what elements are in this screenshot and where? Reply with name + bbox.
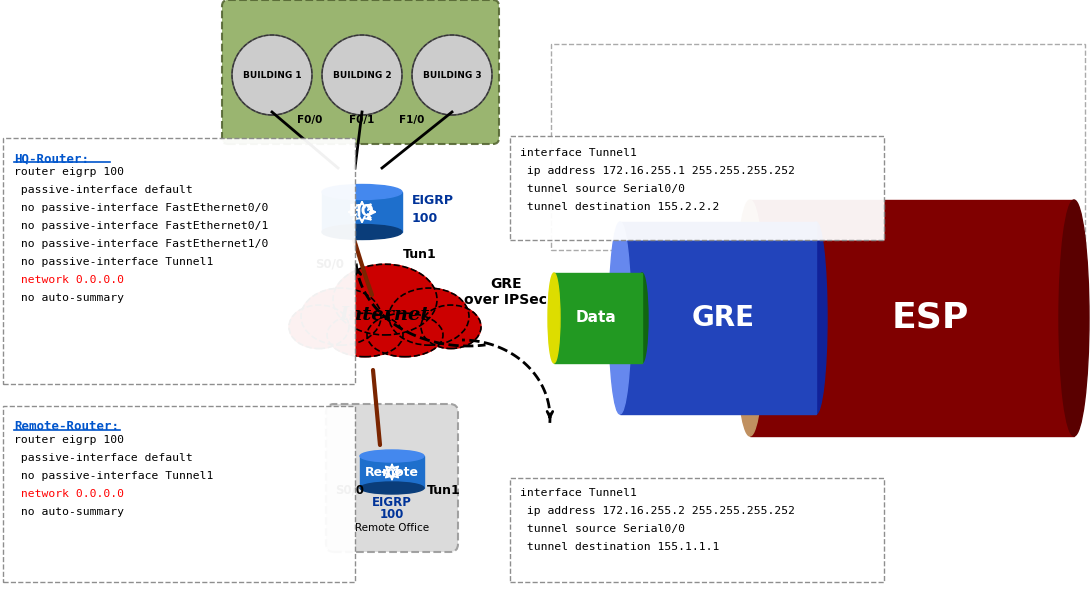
Bar xyxy=(322,192,401,232)
Text: BUILDING 2: BUILDING 2 xyxy=(333,70,392,80)
FancyBboxPatch shape xyxy=(326,404,458,552)
Ellipse shape xyxy=(421,305,481,349)
Bar xyxy=(620,222,816,414)
Text: no passive-interface FastEthernet0/0: no passive-interface FastEthernet0/0 xyxy=(14,203,268,213)
Text: passive-interface default: passive-interface default xyxy=(14,185,193,195)
Ellipse shape xyxy=(1059,200,1089,436)
Text: F0/0: F0/0 xyxy=(298,115,323,125)
Ellipse shape xyxy=(301,288,381,345)
Text: EIGRP: EIGRP xyxy=(372,495,412,508)
Ellipse shape xyxy=(360,450,424,462)
Ellipse shape xyxy=(322,225,401,239)
Text: HQ-Router:: HQ-Router: xyxy=(14,152,89,165)
Text: Remote: Remote xyxy=(365,466,419,479)
Text: router eigrp 100: router eigrp 100 xyxy=(14,435,124,445)
Text: interface Tunnel1: interface Tunnel1 xyxy=(520,488,637,498)
Text: tunnel source Serial0/0: tunnel source Serial0/0 xyxy=(520,524,685,534)
Ellipse shape xyxy=(805,222,827,414)
Ellipse shape xyxy=(389,288,469,345)
Text: router eigrp 100: router eigrp 100 xyxy=(14,167,124,177)
Ellipse shape xyxy=(289,305,349,349)
Text: no passive-interface FastEthernet0/1: no passive-interface FastEthernet0/1 xyxy=(14,221,268,231)
Text: no passive-interface Tunnel1: no passive-interface Tunnel1 xyxy=(14,471,214,481)
Text: ip address 172.16.255.1 255.255.255.252: ip address 172.16.255.1 255.255.255.252 xyxy=(520,166,795,176)
Text: GRE: GRE xyxy=(692,304,755,332)
Text: Tun1: Tun1 xyxy=(427,483,460,496)
Text: network 0.0.0.0: network 0.0.0.0 xyxy=(14,275,124,285)
Ellipse shape xyxy=(609,222,631,414)
Circle shape xyxy=(232,35,312,115)
Text: Remote Office: Remote Office xyxy=(355,523,429,533)
FancyBboxPatch shape xyxy=(509,136,884,240)
Text: EIGRP: EIGRP xyxy=(412,193,454,206)
Text: HQ: HQ xyxy=(349,204,375,219)
Text: tunnel source Serial0/0: tunnel source Serial0/0 xyxy=(520,184,685,194)
Text: Tun1: Tun1 xyxy=(404,248,436,261)
Text: 100: 100 xyxy=(380,508,404,521)
Ellipse shape xyxy=(367,313,443,357)
Text: F0/1: F0/1 xyxy=(349,115,374,125)
Text: 100: 100 xyxy=(412,212,439,225)
Text: S0/0: S0/0 xyxy=(315,258,345,271)
Ellipse shape xyxy=(735,200,765,436)
Text: tunnel destination 155.2.2.2: tunnel destination 155.2.2.2 xyxy=(520,202,719,212)
Text: no passive-interface Tunnel1: no passive-interface Tunnel1 xyxy=(14,257,214,267)
Text: no auto-summary: no auto-summary xyxy=(14,293,124,303)
Text: Internet: Internet xyxy=(339,306,430,324)
Text: interface Tunnel1: interface Tunnel1 xyxy=(520,148,637,158)
FancyBboxPatch shape xyxy=(3,406,355,582)
Text: Remote-Router:: Remote-Router: xyxy=(14,420,119,433)
Text: no auto-summary: no auto-summary xyxy=(14,507,124,517)
Text: F1/0: F1/0 xyxy=(399,115,424,125)
Text: Data: Data xyxy=(576,310,616,326)
Circle shape xyxy=(412,35,492,115)
Bar xyxy=(360,456,424,488)
Text: passive-interface default: passive-interface default xyxy=(14,453,193,463)
FancyBboxPatch shape xyxy=(221,0,499,144)
Text: ESP: ESP xyxy=(891,301,969,335)
FancyBboxPatch shape xyxy=(509,478,884,582)
Text: S0/0: S0/0 xyxy=(336,483,364,496)
Text: no passive-interface FastEthernet1/0: no passive-interface FastEthernet1/0 xyxy=(14,239,268,249)
Ellipse shape xyxy=(548,273,560,363)
Text: BUILDING 1: BUILDING 1 xyxy=(242,70,301,80)
Bar xyxy=(750,200,1074,436)
Ellipse shape xyxy=(333,264,437,335)
FancyBboxPatch shape xyxy=(3,138,355,384)
Text: ip address 172.16.255.2 255.255.255.252: ip address 172.16.255.2 255.255.255.252 xyxy=(520,506,795,516)
Text: network 0.0.0.0: network 0.0.0.0 xyxy=(14,489,124,499)
Text: tunnel destination 155.1.1.1: tunnel destination 155.1.1.1 xyxy=(520,542,719,552)
Text: GRE
over IPSec: GRE over IPSec xyxy=(465,277,548,307)
Ellipse shape xyxy=(327,313,403,357)
Circle shape xyxy=(322,35,401,115)
Ellipse shape xyxy=(636,273,648,363)
Text: BUILDING 3: BUILDING 3 xyxy=(422,70,481,80)
Bar xyxy=(554,273,642,363)
Ellipse shape xyxy=(322,184,401,200)
Ellipse shape xyxy=(360,482,424,494)
